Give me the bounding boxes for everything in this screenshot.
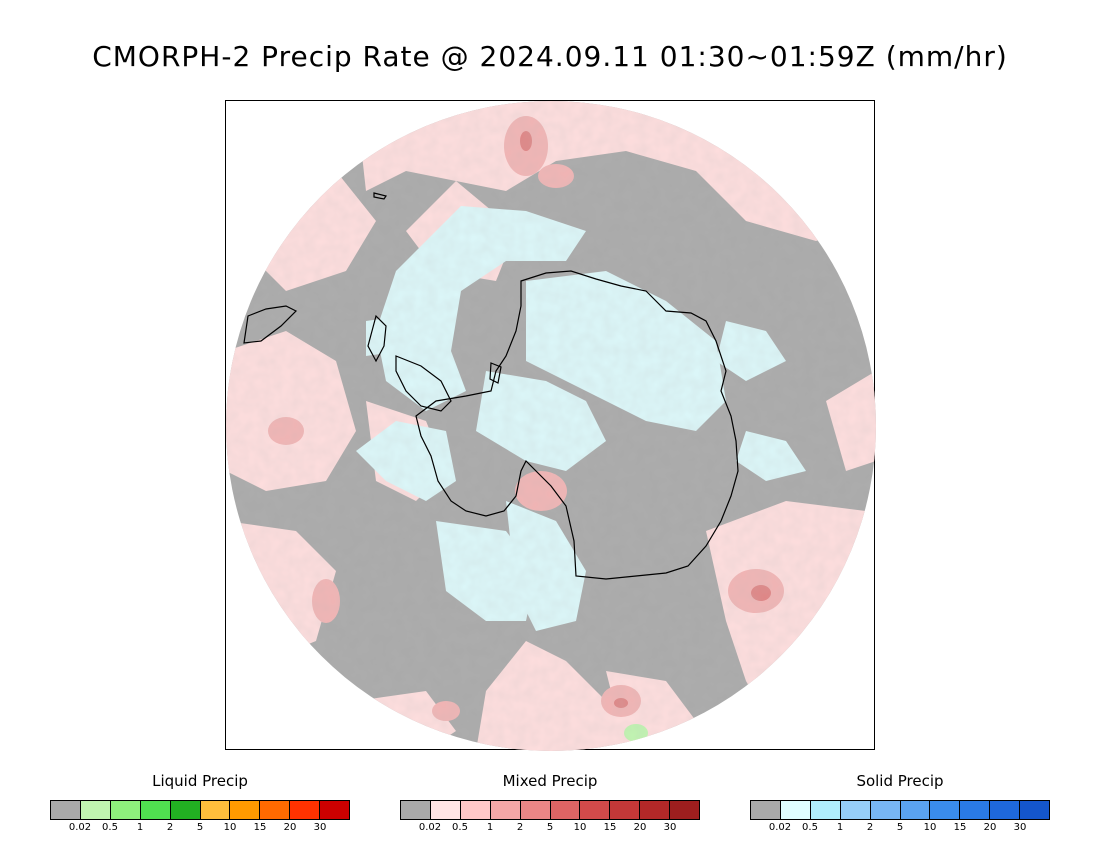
- legend-tick-label: 1: [136, 822, 144, 833]
- legend-tick-label: 0.5: [802, 822, 818, 833]
- legend-tick-label: 0.5: [452, 822, 468, 833]
- legend-tick-row: 0.02 0.5 1 2 5 10 15 20 30: [400, 822, 700, 836]
- legend-tick-label: 0.02: [418, 822, 442, 833]
- legend-title: Solid Precip: [856, 772, 944, 790]
- legend-tick-label: 2: [516, 822, 524, 833]
- legend-tick-label: 5: [546, 822, 554, 833]
- legend-swatch: [170, 801, 201, 819]
- texture-overlay: [226, 101, 876, 751]
- legend-tick-label: 1: [486, 822, 494, 833]
- legend-solid: Solid Precip 0.02 0.5 1 2 5 10 15 20 30: [750, 772, 1050, 836]
- legend-swatch: [780, 801, 811, 819]
- legend-swatch: [990, 801, 1021, 819]
- antarctica-coastline: [243, 192, 739, 580]
- legend-swatch: [640, 801, 671, 819]
- legend-tick-label: 20: [633, 822, 647, 833]
- legend-swatch: [80, 801, 111, 819]
- legend-tick-label: 5: [196, 822, 204, 833]
- legend-tick-label: 30: [1013, 822, 1027, 833]
- legend-swatch: [751, 801, 781, 819]
- legend-title: Liquid Precip: [152, 772, 248, 790]
- legend-tick-label: 5: [896, 822, 904, 833]
- legend-tick-label: 15: [603, 822, 617, 833]
- legend-swatch: [430, 801, 461, 819]
- legend-swatch: [230, 801, 261, 819]
- legend-color-bar: [750, 800, 1050, 820]
- legend-color-bar: [400, 800, 700, 820]
- legend-tick-label: 30: [663, 822, 677, 833]
- legend-swatch: [810, 801, 841, 819]
- legend-tick-row: 0.02 0.5 1 2 5 10 15 20 30: [50, 822, 350, 836]
- legend-tick-label: 30: [313, 822, 327, 833]
- legend-swatch: [401, 801, 431, 819]
- legend-swatch: [520, 801, 551, 819]
- legend-swatch: [580, 801, 611, 819]
- legend-swatch: [870, 801, 901, 819]
- legend-swatch: [320, 801, 350, 819]
- legend-swatch: [51, 801, 81, 819]
- legend-tick-label: 0.5: [102, 822, 118, 833]
- legend-swatch: [670, 801, 700, 819]
- legend-swatch: [1020, 801, 1050, 819]
- legend-liquid: Liquid Precip 0.02 0.5 1 2 5 10 15 20 30: [50, 772, 350, 836]
- legend-tick-label: 10: [223, 822, 237, 833]
- precip-map: [226, 101, 876, 751]
- legend-tick-label: 15: [953, 822, 967, 833]
- legend-swatch: [140, 801, 171, 819]
- legend-tick-label: 0.02: [68, 822, 92, 833]
- legend-swatch: [260, 801, 291, 819]
- map-title: CMORPH-2 Precip Rate @ 2024.09.11 01:30~…: [92, 40, 1008, 73]
- legend-swatch: [610, 801, 641, 819]
- legend-tick-label: 20: [983, 822, 997, 833]
- map-frame: [225, 100, 876, 751]
- legend-swatch: [490, 801, 521, 819]
- legend-tick-row: 0.02 0.5 1 2 5 10 15 20 30: [750, 822, 1050, 836]
- legend-mixed: Mixed Precip 0.02 0.5 1 2 5 10 15 20 30: [400, 772, 700, 836]
- legend-swatch: [840, 801, 871, 819]
- legend-tick-label: 0.02: [768, 822, 792, 833]
- legend-tick-label: 2: [866, 822, 874, 833]
- legend-title: Mixed Precip: [502, 772, 598, 790]
- legend-tick-label: 10: [923, 822, 937, 833]
- legend-swatch: [550, 801, 581, 819]
- legend-tick-label: 20: [283, 822, 297, 833]
- legend-swatch: [460, 801, 491, 819]
- legend-tick-label: 10: [573, 822, 587, 833]
- legend-tick-label: 2: [166, 822, 174, 833]
- legend-swatch: [960, 801, 991, 819]
- legend-tick-label: 1: [836, 822, 844, 833]
- legend-color-bar: [50, 800, 350, 820]
- legend-tick-label: 15: [253, 822, 267, 833]
- legend-swatch: [900, 801, 931, 819]
- legend-swatch: [290, 801, 321, 819]
- legend-swatch: [200, 801, 231, 819]
- legend-swatch: [930, 801, 961, 819]
- legend-swatch: [110, 801, 141, 819]
